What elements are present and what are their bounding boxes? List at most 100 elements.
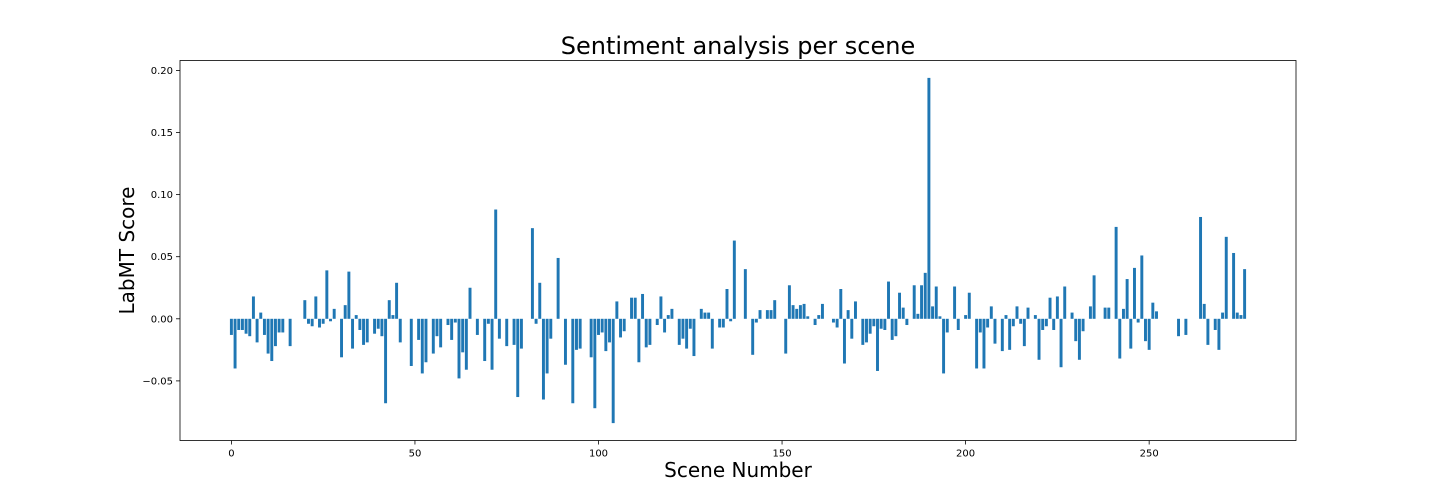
- chart-title: Sentiment analysis per scene: [561, 32, 915, 60]
- bar-scene-200: [964, 315, 968, 319]
- bar-scene-64: [464, 318, 468, 370]
- bar-scene-42: [384, 318, 388, 404]
- bar-scene-265: [1202, 303, 1206, 319]
- x-axis: 0 50 100 150 200 250: [228, 440, 1159, 460]
- bar-scene-264: [1199, 216, 1203, 319]
- bar-scene-125: [688, 318, 692, 329]
- bar-scene-23: [314, 296, 318, 319]
- y-tick-label: 0.10: [151, 190, 173, 201]
- bar-scene-183: [901, 307, 905, 319]
- bar-scene-87: [549, 318, 553, 339]
- bar-scene-134: [721, 318, 725, 328]
- bar-scene-226: [1059, 318, 1063, 368]
- bar-scene-34: [354, 315, 358, 319]
- bar-scene-55: [431, 318, 435, 354]
- bar-scene-83: [534, 318, 538, 324]
- bar-scene-191: [931, 306, 935, 319]
- bar-scene-8: [259, 312, 263, 319]
- bar-scene-220: [1037, 318, 1041, 360]
- x-tick-label: 100: [589, 449, 608, 460]
- bar-scene-173: [865, 318, 868, 343]
- bar-scene-30: [340, 318, 343, 358]
- x-tick-label: 150: [773, 449, 792, 460]
- bar-scene-143: [754, 318, 758, 323]
- bar-scene-4: [244, 318, 248, 334]
- bar-scene-35: [358, 318, 362, 330]
- bar-scene-178: [883, 318, 887, 330]
- bar-scene-45: [395, 282, 399, 319]
- bar-scene-197: [953, 286, 957, 319]
- bar-scene-174: [868, 318, 872, 334]
- bar-scene-246: [1133, 267, 1136, 319]
- x-tick-label: 50: [409, 449, 422, 460]
- bar-scene-186: [912, 285, 916, 319]
- bar-scene-181: [894, 318, 898, 337]
- bar-scene-195: [945, 318, 949, 333]
- bar-scene-273: [1232, 252, 1236, 319]
- bar-scene-239: [1107, 307, 1111, 319]
- bar-scene-193: [938, 316, 942, 319]
- bar-scene-111: [637, 318, 641, 363]
- bar-scene-85: [541, 318, 545, 400]
- bar-scene-142: [751, 318, 755, 355]
- bar-scene-69: [483, 318, 487, 362]
- bar-scene-242: [1118, 318, 1122, 359]
- bar-scene-21: [307, 318, 310, 324]
- bar-scene-89: [556, 257, 560, 319]
- bar-scene-210: [1000, 318, 1004, 352]
- bar-scene-177: [879, 318, 883, 329]
- bar-scene-271: [1224, 236, 1228, 319]
- bar-scene-102: [604, 318, 608, 352]
- bar-scene-112: [641, 293, 645, 319]
- bar-scene-241: [1114, 226, 1118, 319]
- bar-scene-243: [1121, 308, 1125, 319]
- bar-scene-211: [1004, 315, 1008, 319]
- bar-scene-6: [251, 296, 255, 319]
- bar-scene-37: [365, 318, 369, 343]
- bar-scene-44: [391, 315, 395, 319]
- bar-scene-167: [842, 318, 846, 364]
- bar-scene-204: [978, 318, 982, 333]
- bar-scene-12: [273, 318, 277, 347]
- bar-scene-217: [1026, 307, 1030, 319]
- bar-scene-166: [839, 289, 843, 319]
- bar-scene-203: [975, 318, 979, 369]
- bar-scene-159: [813, 318, 817, 326]
- bar-scene-122: [677, 318, 681, 345]
- y-tick-label: 0.15: [151, 128, 173, 139]
- x-tick-label: 250: [1140, 449, 1159, 460]
- bar-scene-140: [743, 269, 747, 319]
- bar-scene-49: [409, 318, 413, 366]
- bar-scene-99: [593, 318, 597, 409]
- bar-scene-27: [329, 318, 332, 322]
- bar-scene-41: [380, 318, 384, 337]
- bar-scene-266: [1206, 318, 1210, 345]
- bar-scene-52: [420, 318, 424, 374]
- bar-scene-180: [890, 318, 894, 340]
- bar-scene-155: [798, 305, 802, 319]
- bar-scene-182: [898, 292, 901, 319]
- bar-scene-101: [600, 318, 604, 333]
- bar-scene-16: [288, 318, 292, 347]
- bar-scene-153: [791, 305, 795, 319]
- bar-scene-105: [615, 301, 619, 319]
- y-tick-label: 0.00: [151, 314, 173, 325]
- bar-scene-1: [233, 318, 237, 369]
- bar-scene-268: [1213, 318, 1217, 330]
- bar-scene-10: [266, 318, 270, 354]
- x-tick-label: 200: [956, 449, 975, 460]
- bar-scene-188: [920, 285, 924, 319]
- bar-scene-114: [648, 318, 652, 345]
- bar-scene-160: [817, 315, 821, 319]
- bar-scene-59: [446, 318, 450, 326]
- bar-scene-222: [1044, 318, 1048, 327]
- bar-scene-152: [787, 285, 791, 319]
- bar-scene-107: [622, 318, 626, 332]
- bar-scene-109: [630, 297, 634, 319]
- bar-scene-117: [659, 296, 663, 319]
- bar-scene-71: [490, 318, 494, 370]
- bar-scene-93: [571, 318, 575, 404]
- bar-scene-94: [575, 318, 578, 350]
- x-axis-label: Scene Number: [664, 458, 812, 482]
- bar-scene-40: [376, 318, 380, 329]
